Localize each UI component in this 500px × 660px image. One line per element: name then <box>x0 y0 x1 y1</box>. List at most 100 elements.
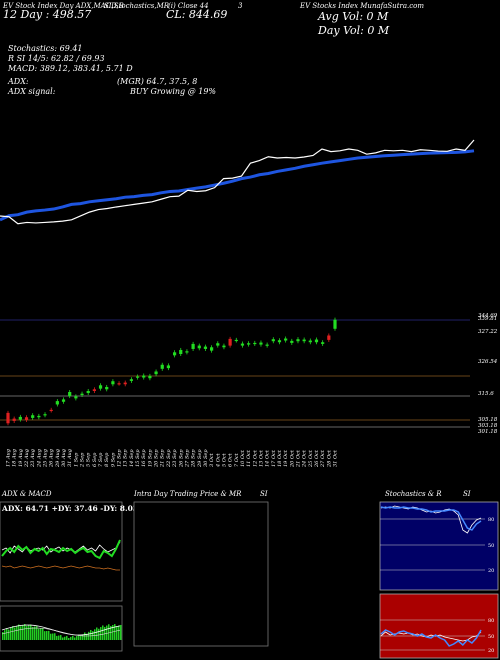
candle-body <box>86 391 90 394</box>
adx-panel-title: ADX & MACD <box>1 490 52 498</box>
date-tick: 12 Oct <box>252 449 258 467</box>
date-tick: 15 Sep <box>135 449 141 467</box>
macd-histogram-bar <box>98 628 100 640</box>
date-tick: 24 Oct <box>302 449 308 468</box>
candle-body <box>179 349 183 354</box>
price-tick: 315.6 <box>478 391 494 397</box>
macd-line <box>1 624 121 636</box>
macd-histogram-bar <box>4 630 6 640</box>
candle-body <box>222 345 226 348</box>
candle-body <box>247 343 251 345</box>
candle-body <box>327 335 331 340</box>
candle-body <box>203 346 208 349</box>
macd-histogram-bar <box>90 629 92 640</box>
date-tick: 1 Sep <box>73 452 79 467</box>
macd-histogram-bar <box>94 629 96 640</box>
candle-body <box>166 365 171 369</box>
candle-body <box>321 342 325 344</box>
candle-body <box>197 345 201 349</box>
header-line1d: 3 <box>238 2 243 10</box>
macd-histogram-bar <box>28 625 30 640</box>
candle-body <box>74 396 78 399</box>
macd-histogram-bar <box>18 624 20 640</box>
macd-histogram-bar <box>8 629 10 640</box>
header-line1: EV Stock Index Day ADX,MACD,B <box>3 2 124 10</box>
date-tick: 10 Oct <box>240 449 246 467</box>
intra-panel-si: SI <box>260 490 268 498</box>
plus-di-line <box>1 539 121 560</box>
macd-histogram-bar <box>20 626 22 640</box>
stoch-panel-si: SI <box>463 490 471 498</box>
date-tick: 18 Aug <box>12 449 18 467</box>
candle-body <box>117 383 121 385</box>
candle-body <box>123 382 127 385</box>
day-vol: Day Vol: 0 M <box>318 24 390 37</box>
macd-histogram-bar <box>70 636 72 640</box>
macd-histogram-bar <box>72 635 74 640</box>
candle-body <box>240 343 245 346</box>
candle-body <box>31 415 35 418</box>
date-tick: 6 Sep <box>92 452 98 467</box>
date-tick: 30 Sep <box>203 449 209 467</box>
date-tick: 2 Sep <box>80 452 86 468</box>
date-tick: 22 Aug <box>24 449 30 468</box>
date-tick: 17 Oct <box>271 449 277 467</box>
candle-body <box>12 418 16 421</box>
candle-body <box>259 342 263 345</box>
minus-di-line <box>1 565 120 571</box>
buy-signal: BUY Growing @ 19% <box>130 87 217 96</box>
macd-histogram-bar <box>58 635 60 640</box>
date-tick: 13 Sep <box>123 449 129 467</box>
macd-histogram-bar <box>26 626 28 640</box>
date-tick: 27 Oct <box>320 449 326 468</box>
date-tick: 29 Aug <box>55 449 61 468</box>
macd-histogram-bar <box>14 627 16 640</box>
candle-body <box>80 393 84 396</box>
date-tick: 20 Sep <box>154 449 160 468</box>
date-tick: 8 Sep <box>104 452 110 467</box>
date-tick: 5 Sep <box>86 452 92 467</box>
adx-signal-label: ADX signal: <box>8 87 56 96</box>
day-range: 12 Day : 498.57 <box>3 8 92 21</box>
candle-body <box>314 339 319 343</box>
stoch-readout: Stochastics: 69.41 <box>8 44 83 53</box>
date-tick: 14 Sep <box>129 449 135 467</box>
candle-body <box>105 386 109 390</box>
macd-histogram-bar <box>76 636 78 640</box>
date-tick: 27 Sep <box>184 449 190 468</box>
macd-histogram-bar <box>84 632 86 640</box>
stoch-tick: 50 <box>488 543 494 549</box>
candle-body <box>308 340 312 343</box>
date-tick: 7 Oct <box>234 452 240 467</box>
macd-histogram-bar <box>32 626 34 640</box>
candle-body <box>265 344 269 346</box>
candle-body <box>333 319 337 329</box>
candle-body <box>37 415 41 418</box>
macd-histogram-bar <box>120 624 122 640</box>
price-line <box>0 139 475 225</box>
macd-histogram-bar <box>50 633 52 640</box>
signal-line <box>1 627 121 637</box>
candle-body <box>55 401 59 405</box>
date-tick: 25 Oct <box>308 449 314 468</box>
rsi-tick: 20 <box>488 648 494 654</box>
date-tick: 28 Sep <box>191 449 197 468</box>
price-tick: 339.81 <box>478 316 497 322</box>
macd-histogram-bar <box>12 626 14 640</box>
header-watermark: EV Stocks Index MunafaSutra.com <box>300 2 425 10</box>
macd-histogram-bar <box>38 628 40 640</box>
price-tick: 303.18 <box>478 423 498 429</box>
macd-histogram-bar <box>118 625 120 640</box>
macd-histogram-bar <box>102 625 104 640</box>
candle-body <box>216 343 220 346</box>
macd-histogram-bar <box>30 624 32 640</box>
candle-body <box>142 375 146 378</box>
date-tick: 22 Sep <box>166 449 172 468</box>
macd-histogram-bar <box>60 635 62 640</box>
candle-body <box>296 339 300 342</box>
macd-histogram-bar <box>44 631 46 640</box>
candle-body <box>111 381 115 385</box>
mrsi-line <box>380 629 482 647</box>
adx-label: ADX: <box>8 77 29 86</box>
